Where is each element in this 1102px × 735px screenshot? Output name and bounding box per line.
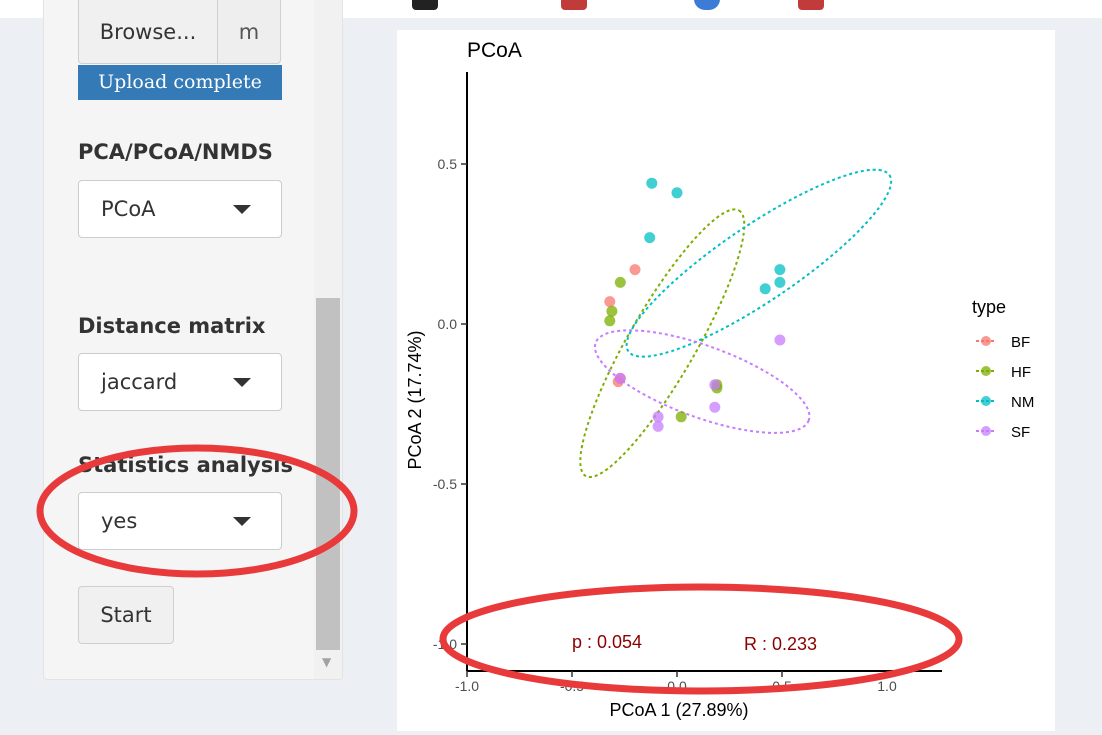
legend-label-bf: BF [1011,334,1030,351]
method-select[interactable]: PCoA [78,180,282,238]
point-nm [774,276,786,288]
stat-p-value: p : 0.054 [572,632,642,652]
distance-label: Distance matrix [78,314,266,338]
bookmark-icon[interactable] [561,0,587,10]
legend-dot-nm [981,396,991,406]
point-sf [652,411,664,423]
stats-label: Statistics analysis [78,453,293,477]
method-select-value: PCoA [101,197,156,221]
method-label: PCA/PCoA/NMDS [78,140,273,164]
point-sf [652,420,664,432]
point-nm [644,232,656,244]
bookmark-icon[interactable] [798,0,824,10]
x-tick-label: -1.0 [455,678,479,694]
point-hf [604,315,616,327]
start-button[interactable]: Start [78,586,174,644]
point-hf [614,276,626,288]
point-hf [606,305,618,317]
caret-down-icon [233,378,251,387]
scrollbar-thumb[interactable] [316,298,340,650]
point-nm [671,187,683,199]
bookmark-icon[interactable] [694,0,720,10]
legend-dot-bf [981,336,991,346]
point-sf [774,334,786,346]
legend-label-nm: NM [1011,394,1034,411]
pcoa-chart: PCoA -1.0-0.50.00.5 -1.0 -0.5 0.0 0.5 1.0 p … [405,39,1034,720]
file-input[interactable]: Browse... m [78,0,281,64]
x-tick-label: 1.0 [877,678,897,694]
point-hf [675,411,687,423]
stat-r-value: R : 0.233 [744,634,817,654]
point-nm [774,264,786,276]
file-name-display: m [217,0,281,64]
plot-panel: PCoA -1.0 -0.5 0.0 0.5 -1.0 -0.5 0.0 0.5 1.0 p … [397,30,1055,731]
y-tick-label: 0.0 [438,316,458,332]
x-axis-label: PCoA 1 (27.89%) [609,700,748,720]
distance-select-value: jaccard [101,370,178,394]
stats-highlight-annotation [439,583,963,695]
chart-title: PCoA [467,39,522,62]
stats-select[interactable]: yes [78,492,282,550]
point-sf [709,401,721,413]
point-nm [646,177,658,189]
y-tick-label: -0.5 [433,476,457,492]
legend-title: type [972,297,1006,317]
point-bf [629,264,641,276]
sidebar-scrollbar[interactable]: ▼ [314,0,342,679]
sidebar-panel: Browse... m Upload complete PCA/PCoA/NMD… [43,0,343,680]
ellipse-nm [625,168,893,358]
caret-down-icon [233,517,251,526]
point-nm [759,283,771,295]
upload-progress-bar: Upload complete [78,65,282,100]
legend-label-hf: HF [1011,364,1031,381]
caret-down-icon [233,205,251,214]
legend-label-sf: SF [1011,424,1030,441]
ellipse-sf [593,329,811,434]
legend-dot-sf [981,426,991,436]
point-sf [709,379,721,391]
y-tick-label: 0.5 [438,156,458,172]
point-sf [614,372,626,384]
stats-select-value: yes [101,509,138,533]
browse-button[interactable]: Browse... [78,0,218,64]
legend-dot-hf [981,366,991,376]
point-bf [604,296,616,308]
scroll-down-arrow-icon[interactable]: ▼ [322,655,332,669]
distance-select[interactable]: jaccard [78,353,282,411]
y-axis-label: PCoA 2 (17.74%) [405,330,425,469]
ellipse-hf [579,208,746,479]
bookmark-icon[interactable] [412,0,438,10]
